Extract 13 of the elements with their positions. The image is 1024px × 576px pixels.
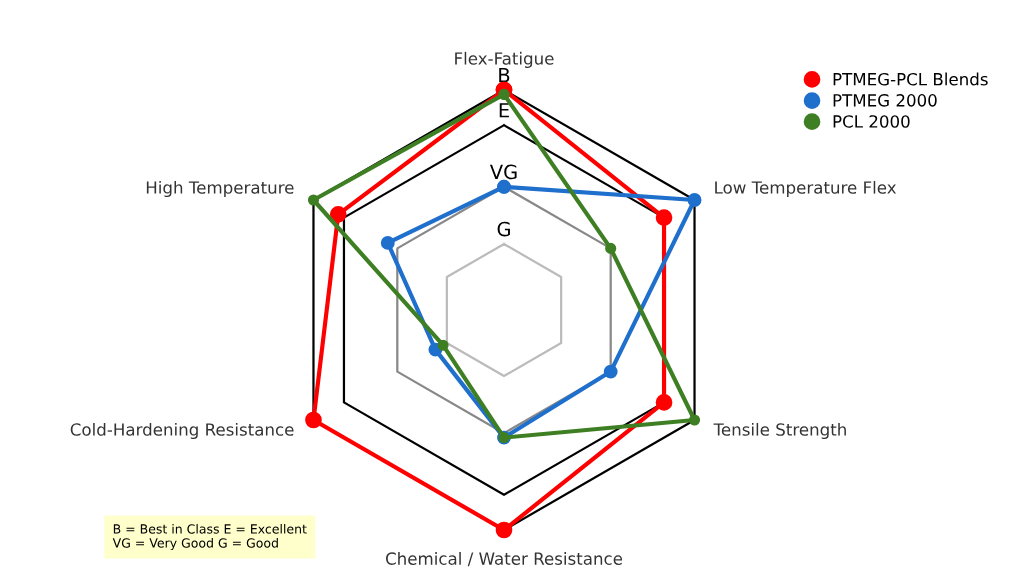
y-tick-label: VG: [489, 164, 517, 180]
spoke-label: Chemical / Water Resistance: [385, 552, 623, 567]
y-tick-label: G: [497, 221, 510, 237]
legend-label: PCL 2000: [833, 115, 910, 128]
y-tick-label: B: [499, 67, 510, 83]
legend-label: PTMEG 2000: [833, 94, 937, 107]
spoke-label: Cold-Hardening Resistance: [70, 422, 294, 440]
spoke-label: High Temperature: [146, 180, 294, 198]
spoke-label: Tensile Strength: [713, 422, 846, 440]
y-tick-label: E: [499, 103, 509, 118]
spoke-label: Flex-Fatigue: [455, 51, 554, 68]
spoke-label: Low Temperature Flex: [715, 180, 897, 198]
legend-label: PTMEG-PCL Blends: [833, 72, 988, 86]
